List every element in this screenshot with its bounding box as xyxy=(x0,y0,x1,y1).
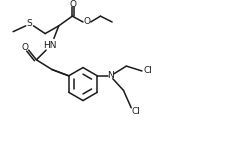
Text: O: O xyxy=(21,43,28,52)
Text: Cl: Cl xyxy=(143,66,152,76)
Text: Cl: Cl xyxy=(131,107,140,116)
Text: N: N xyxy=(107,71,114,80)
Text: O: O xyxy=(69,0,76,9)
Text: O: O xyxy=(83,18,90,26)
Text: S: S xyxy=(27,19,32,28)
Text: HN: HN xyxy=(43,41,57,50)
